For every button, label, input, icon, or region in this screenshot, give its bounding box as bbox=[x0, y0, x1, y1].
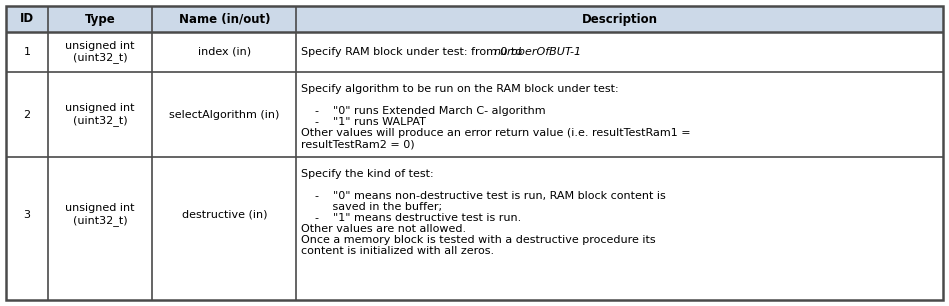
Text: Specify algorithm to be run on the RAM block under test:: Specify algorithm to be run on the RAM b… bbox=[302, 84, 619, 94]
Text: Type: Type bbox=[84, 13, 116, 25]
Text: unsigned int
(uint32_t): unsigned int (uint32_t) bbox=[65, 203, 135, 226]
Bar bbox=[6, 72, 943, 157]
Bar bbox=[6, 6, 943, 32]
Text: destructive (in): destructive (in) bbox=[181, 210, 267, 219]
Text: -    "1" runs WALPAT: - "1" runs WALPAT bbox=[302, 117, 426, 127]
Text: unsigned int
(uint32_t): unsigned int (uint32_t) bbox=[65, 103, 135, 126]
Text: Other values will produce an error return value (i.e. resultTestRam1 =: Other values will produce an error retur… bbox=[302, 128, 691, 138]
Text: content is initialized with all zeros.: content is initialized with all zeros. bbox=[302, 246, 494, 256]
Text: Description: Description bbox=[582, 13, 658, 25]
Text: Other values are not allowed.: Other values are not allowed. bbox=[302, 224, 467, 234]
Bar bbox=[6, 157, 943, 272]
Text: 2: 2 bbox=[24, 110, 30, 120]
Text: selectAlgorithm (in): selectAlgorithm (in) bbox=[169, 110, 280, 120]
Text: Specify the kind of test:: Specify the kind of test: bbox=[302, 169, 434, 179]
Text: numberOfBUT-1: numberOfBUT-1 bbox=[493, 47, 582, 57]
Text: -    "0" runs Extended March C- algorithm: - "0" runs Extended March C- algorithm bbox=[302, 106, 546, 116]
Bar bbox=[6, 32, 943, 72]
Text: resultTestRam2 = 0): resultTestRam2 = 0) bbox=[302, 140, 415, 149]
Text: Once a memory block is tested with a destructive procedure its: Once a memory block is tested with a des… bbox=[302, 235, 656, 245]
Text: -    "0" means non-destructive test is run, RAM block content is: - "0" means non-destructive test is run,… bbox=[302, 191, 666, 201]
Text: 3: 3 bbox=[24, 210, 30, 219]
Text: ID: ID bbox=[20, 13, 34, 25]
Text: 1: 1 bbox=[24, 47, 30, 57]
Text: unsigned int
(uint32_t): unsigned int (uint32_t) bbox=[65, 41, 135, 63]
Text: .: . bbox=[550, 47, 554, 57]
Text: Name (in/out): Name (in/out) bbox=[178, 13, 270, 25]
Text: -    "1" means destructive test is run.: - "1" means destructive test is run. bbox=[302, 213, 522, 223]
Text: Specify RAM block under test: from 0 to: Specify RAM block under test: from 0 to bbox=[302, 47, 526, 57]
Text: saved in the buffer;: saved in the buffer; bbox=[302, 202, 442, 212]
Text: index (in): index (in) bbox=[197, 47, 251, 57]
